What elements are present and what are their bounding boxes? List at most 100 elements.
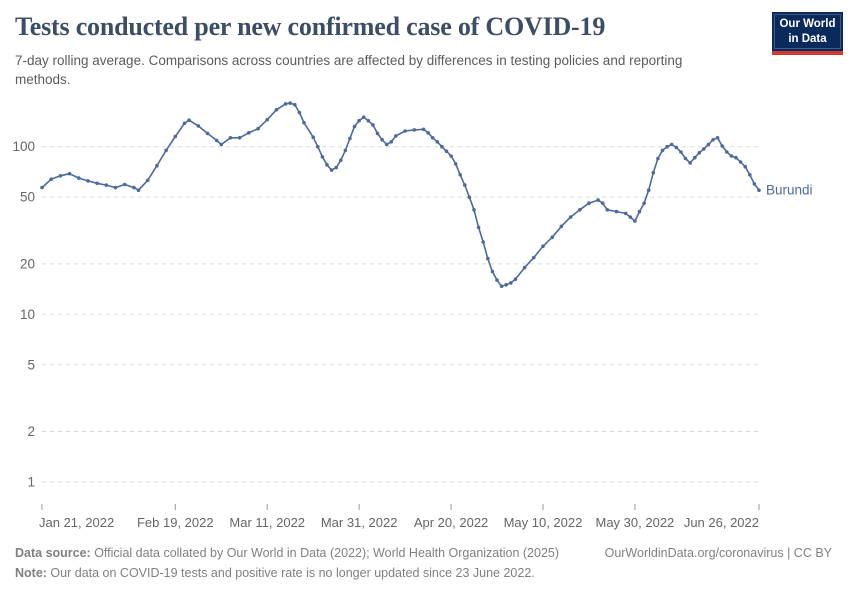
- data-point[interactable]: [467, 195, 472, 199]
- data-point[interactable]: [394, 134, 398, 138]
- data-point[interactable]: [605, 208, 610, 212]
- data-point[interactable]: [132, 185, 136, 190]
- data-point[interactable]: [205, 131, 210, 136]
- data-point[interactable]: [173, 134, 178, 139]
- data-point[interactable]: [274, 108, 279, 112]
- data-point[interactable]: [122, 182, 127, 187]
- data-point[interactable]: [532, 255, 536, 260]
- data-point[interactable]: [674, 145, 679, 150]
- data-point[interactable]: [113, 185, 118, 190]
- data-point[interactable]: [596, 198, 600, 202]
- data-point[interactable]: [646, 188, 651, 192]
- data-point[interactable]: [481, 240, 486, 244]
- data-point[interactable]: [633, 219, 637, 223]
- data-point[interactable]: [247, 131, 251, 135]
- data-point[interactable]: [472, 208, 476, 212]
- data-point[interactable]: [320, 155, 325, 159]
- data-point[interactable]: [748, 173, 752, 177]
- data-point[interactable]: [86, 179, 90, 183]
- data-point[interactable]: [711, 138, 715, 142]
- data-point[interactable]: [329, 168, 334, 172]
- data-point[interactable]: [164, 148, 168, 153]
- owid-logo[interactable]: Our World in Data: [772, 12, 843, 55]
- data-point[interactable]: [421, 127, 426, 132]
- data-point[interactable]: [490, 269, 495, 274]
- data-point[interactable]: [522, 265, 527, 270]
- data-point[interactable]: [449, 154, 453, 158]
- data-point[interactable]: [720, 144, 724, 148]
- data-point[interactable]: [660, 148, 665, 153]
- data-point[interactable]: [715, 136, 720, 140]
- data-point[interactable]: [651, 170, 656, 175]
- data-point[interactable]: [49, 177, 53, 181]
- data-point[interactable]: [403, 129, 407, 133]
- data-point[interactable]: [743, 164, 747, 169]
- data-point[interactable]: [458, 173, 463, 177]
- data-point[interactable]: [430, 136, 435, 140]
- data-point[interactable]: [361, 115, 366, 119]
- data-point[interactable]: [444, 149, 449, 153]
- data-point[interactable]: [734, 155, 738, 160]
- data-point[interactable]: [316, 144, 320, 149]
- data-point[interactable]: [729, 154, 734, 158]
- data-point[interactable]: [58, 174, 63, 178]
- data-point[interactable]: [725, 150, 729, 154]
- data-point[interactable]: [67, 171, 72, 176]
- data-point[interactable]: [476, 225, 481, 230]
- data-point[interactable]: [375, 131, 380, 136]
- data-point[interactable]: [683, 156, 688, 161]
- data-point[interactable]: [499, 284, 504, 289]
- data-point[interactable]: [504, 283, 509, 287]
- data-point[interactable]: [145, 178, 150, 183]
- data-point[interactable]: [637, 209, 642, 214]
- data-point[interactable]: [311, 135, 316, 139]
- data-point[interactable]: [642, 201, 646, 205]
- data-point[interactable]: [77, 176, 81, 180]
- data-point[interactable]: [587, 201, 591, 205]
- data-point[interactable]: [214, 138, 219, 143]
- data-point[interactable]: [288, 101, 293, 105]
- data-point[interactable]: [486, 256, 490, 261]
- data-point[interactable]: [325, 163, 329, 167]
- data-point[interactable]: [688, 161, 692, 165]
- data-point[interactable]: [463, 183, 467, 187]
- data-point[interactable]: [453, 162, 458, 166]
- data-point[interactable]: [509, 281, 513, 285]
- data-point[interactable]: [352, 124, 357, 129]
- data-point[interactable]: [578, 208, 582, 212]
- data-point[interactable]: [357, 118, 361, 123]
- data-point[interactable]: [692, 155, 697, 160]
- data-point[interactable]: [343, 148, 348, 153]
- data-point[interactable]: [541, 244, 545, 248]
- data-point[interactable]: [389, 140, 394, 144]
- data-point[interactable]: [302, 120, 306, 125]
- data-point[interactable]: [679, 150, 683, 154]
- data-point[interactable]: [380, 138, 384, 142]
- data-point[interactable]: [256, 126, 260, 131]
- data-point[interactable]: [155, 163, 159, 168]
- data-point[interactable]: [136, 188, 141, 192]
- data-point[interactable]: [757, 188, 761, 192]
- data-point[interactable]: [104, 183, 109, 187]
- data-point[interactable]: [384, 142, 389, 147]
- data-point[interactable]: [283, 102, 288, 106]
- data-point[interactable]: [40, 185, 44, 190]
- data-point[interactable]: [550, 235, 554, 240]
- data-point[interactable]: [513, 277, 518, 282]
- data-point[interactable]: [297, 110, 302, 115]
- data-point[interactable]: [219, 142, 224, 147]
- data-point[interactable]: [187, 118, 191, 122]
- data-point[interactable]: [702, 147, 706, 151]
- data-point[interactable]: [339, 158, 343, 163]
- data-point[interactable]: [228, 136, 233, 140]
- data-point[interactable]: [706, 142, 711, 147]
- data-point[interactable]: [435, 140, 440, 144]
- data-point[interactable]: [237, 136, 242, 140]
- owid-license-link[interactable]: OurWorldinData.org/coronavirus | CC BY: [604, 546, 832, 560]
- data-line-burundi[interactable]: [41, 102, 760, 288]
- data-point[interactable]: [628, 215, 633, 219]
- data-point[interactable]: [600, 201, 605, 205]
- data-point[interactable]: [265, 117, 270, 122]
- data-point[interactable]: [371, 123, 375, 127]
- data-point[interactable]: [293, 102, 297, 107]
